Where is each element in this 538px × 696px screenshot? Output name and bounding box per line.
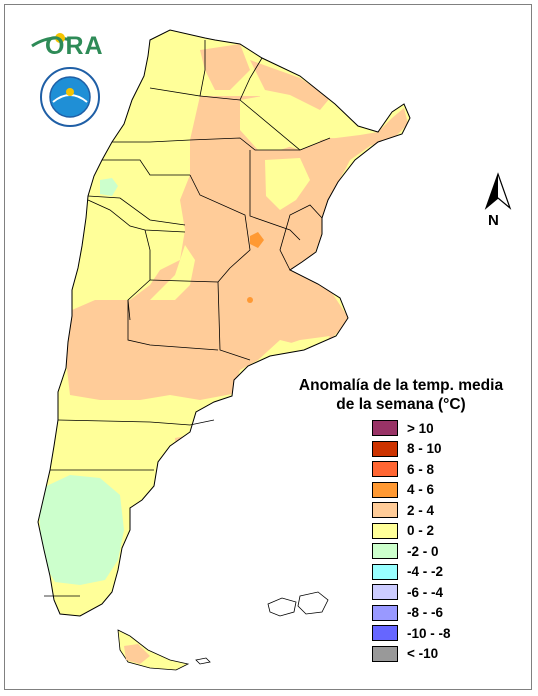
province-line xyxy=(189,174,251,269)
legend-label: 0 - 2 xyxy=(407,523,435,538)
legend-row: 4 - 6 xyxy=(372,480,434,500)
province-line xyxy=(87,199,186,233)
smn-seal-logo xyxy=(40,67,100,127)
legend-swatch xyxy=(372,440,398,457)
province-line xyxy=(149,279,251,361)
province-line xyxy=(127,300,219,351)
legend-row: -6 - -4 xyxy=(372,582,443,602)
province-boundaries xyxy=(44,40,331,597)
sun-icon xyxy=(55,33,65,43)
legend-swatch xyxy=(372,604,398,621)
legend-swatch xyxy=(372,625,398,641)
zone-neg2-0-northwest xyxy=(100,178,118,196)
zone-4-6-spot xyxy=(247,297,253,303)
province-line xyxy=(87,195,186,226)
ora-logo-text: ORA xyxy=(45,32,104,60)
province-line xyxy=(102,159,190,176)
province-line xyxy=(112,139,191,143)
legend-row: 8 - 10 xyxy=(372,439,442,459)
legend-swatch xyxy=(372,522,398,539)
zone-0-2-center xyxy=(240,95,320,150)
legend-label: -6 - -4 xyxy=(407,584,444,600)
legend-title-line1: Anomalía de la temp. media xyxy=(298,377,504,394)
island-east xyxy=(297,591,329,615)
legend-label: > 10 xyxy=(407,420,434,436)
province-line xyxy=(199,57,263,101)
legend-label: 8 - 10 xyxy=(407,441,442,456)
legend-row: 2 - 4 xyxy=(372,500,434,520)
legend-label: -10 - -8 xyxy=(407,625,451,641)
legend-label: 6 - 8 xyxy=(407,461,435,477)
legend-swatch xyxy=(372,461,398,477)
legend-swatch xyxy=(372,420,398,436)
legend-label: -4 - -2 xyxy=(407,564,444,579)
province-line xyxy=(249,150,301,241)
ora-swoosh xyxy=(31,36,71,48)
zone-4-6-cordoba xyxy=(250,232,264,248)
legend-title-line2: de la semana (°C) xyxy=(336,396,466,413)
small-island xyxy=(195,657,211,665)
legend-swatch xyxy=(372,563,398,580)
zone-2-4-spot xyxy=(205,211,211,217)
legend-swatch xyxy=(372,543,398,559)
legend-row: -4 - -2 xyxy=(372,562,443,582)
legend-row: < -10 xyxy=(372,644,438,664)
legend-row: 6 - 8 xyxy=(372,459,434,479)
legend-row: > 10 xyxy=(372,418,434,438)
zone-neg2-0-south xyxy=(38,475,124,585)
legend-row: -8 - -6 xyxy=(372,603,443,623)
island-west xyxy=(267,597,297,617)
north-label: N xyxy=(488,212,499,229)
country-outline xyxy=(37,29,411,617)
legend-row: -10 - -8 xyxy=(372,623,451,643)
tierra-del-fuego-zone xyxy=(124,644,150,664)
province-line xyxy=(189,137,300,151)
legend-row: 0 - 2 xyxy=(372,521,434,541)
legend-row: -2 - 0 xyxy=(372,541,439,561)
province-line xyxy=(57,419,215,426)
legend-label: -2 - 0 xyxy=(407,543,439,559)
legend-swatch xyxy=(372,502,398,518)
legend-swatch xyxy=(372,481,398,498)
ora-logo xyxy=(31,33,71,48)
province-line xyxy=(149,40,206,97)
zone-2-4-northeast xyxy=(250,60,330,110)
legend-label: 4 - 6 xyxy=(407,482,435,497)
legend-label: < -10 xyxy=(407,646,439,661)
province-line xyxy=(217,267,231,283)
legend-swatch xyxy=(372,645,398,662)
legend-label: 2 - 4 xyxy=(407,502,435,518)
zone-0-2-pampa-west xyxy=(265,158,310,210)
legend-label: -8 - -6 xyxy=(407,605,444,620)
legend-swatch xyxy=(372,584,398,600)
province-line xyxy=(279,204,323,271)
zone-2-4-east xyxy=(320,108,408,180)
zone-0-2-cuyo xyxy=(150,245,195,300)
north-arrow-icon xyxy=(484,172,512,210)
zone-2-4-north xyxy=(200,44,250,90)
malvinas-islands xyxy=(267,591,329,617)
